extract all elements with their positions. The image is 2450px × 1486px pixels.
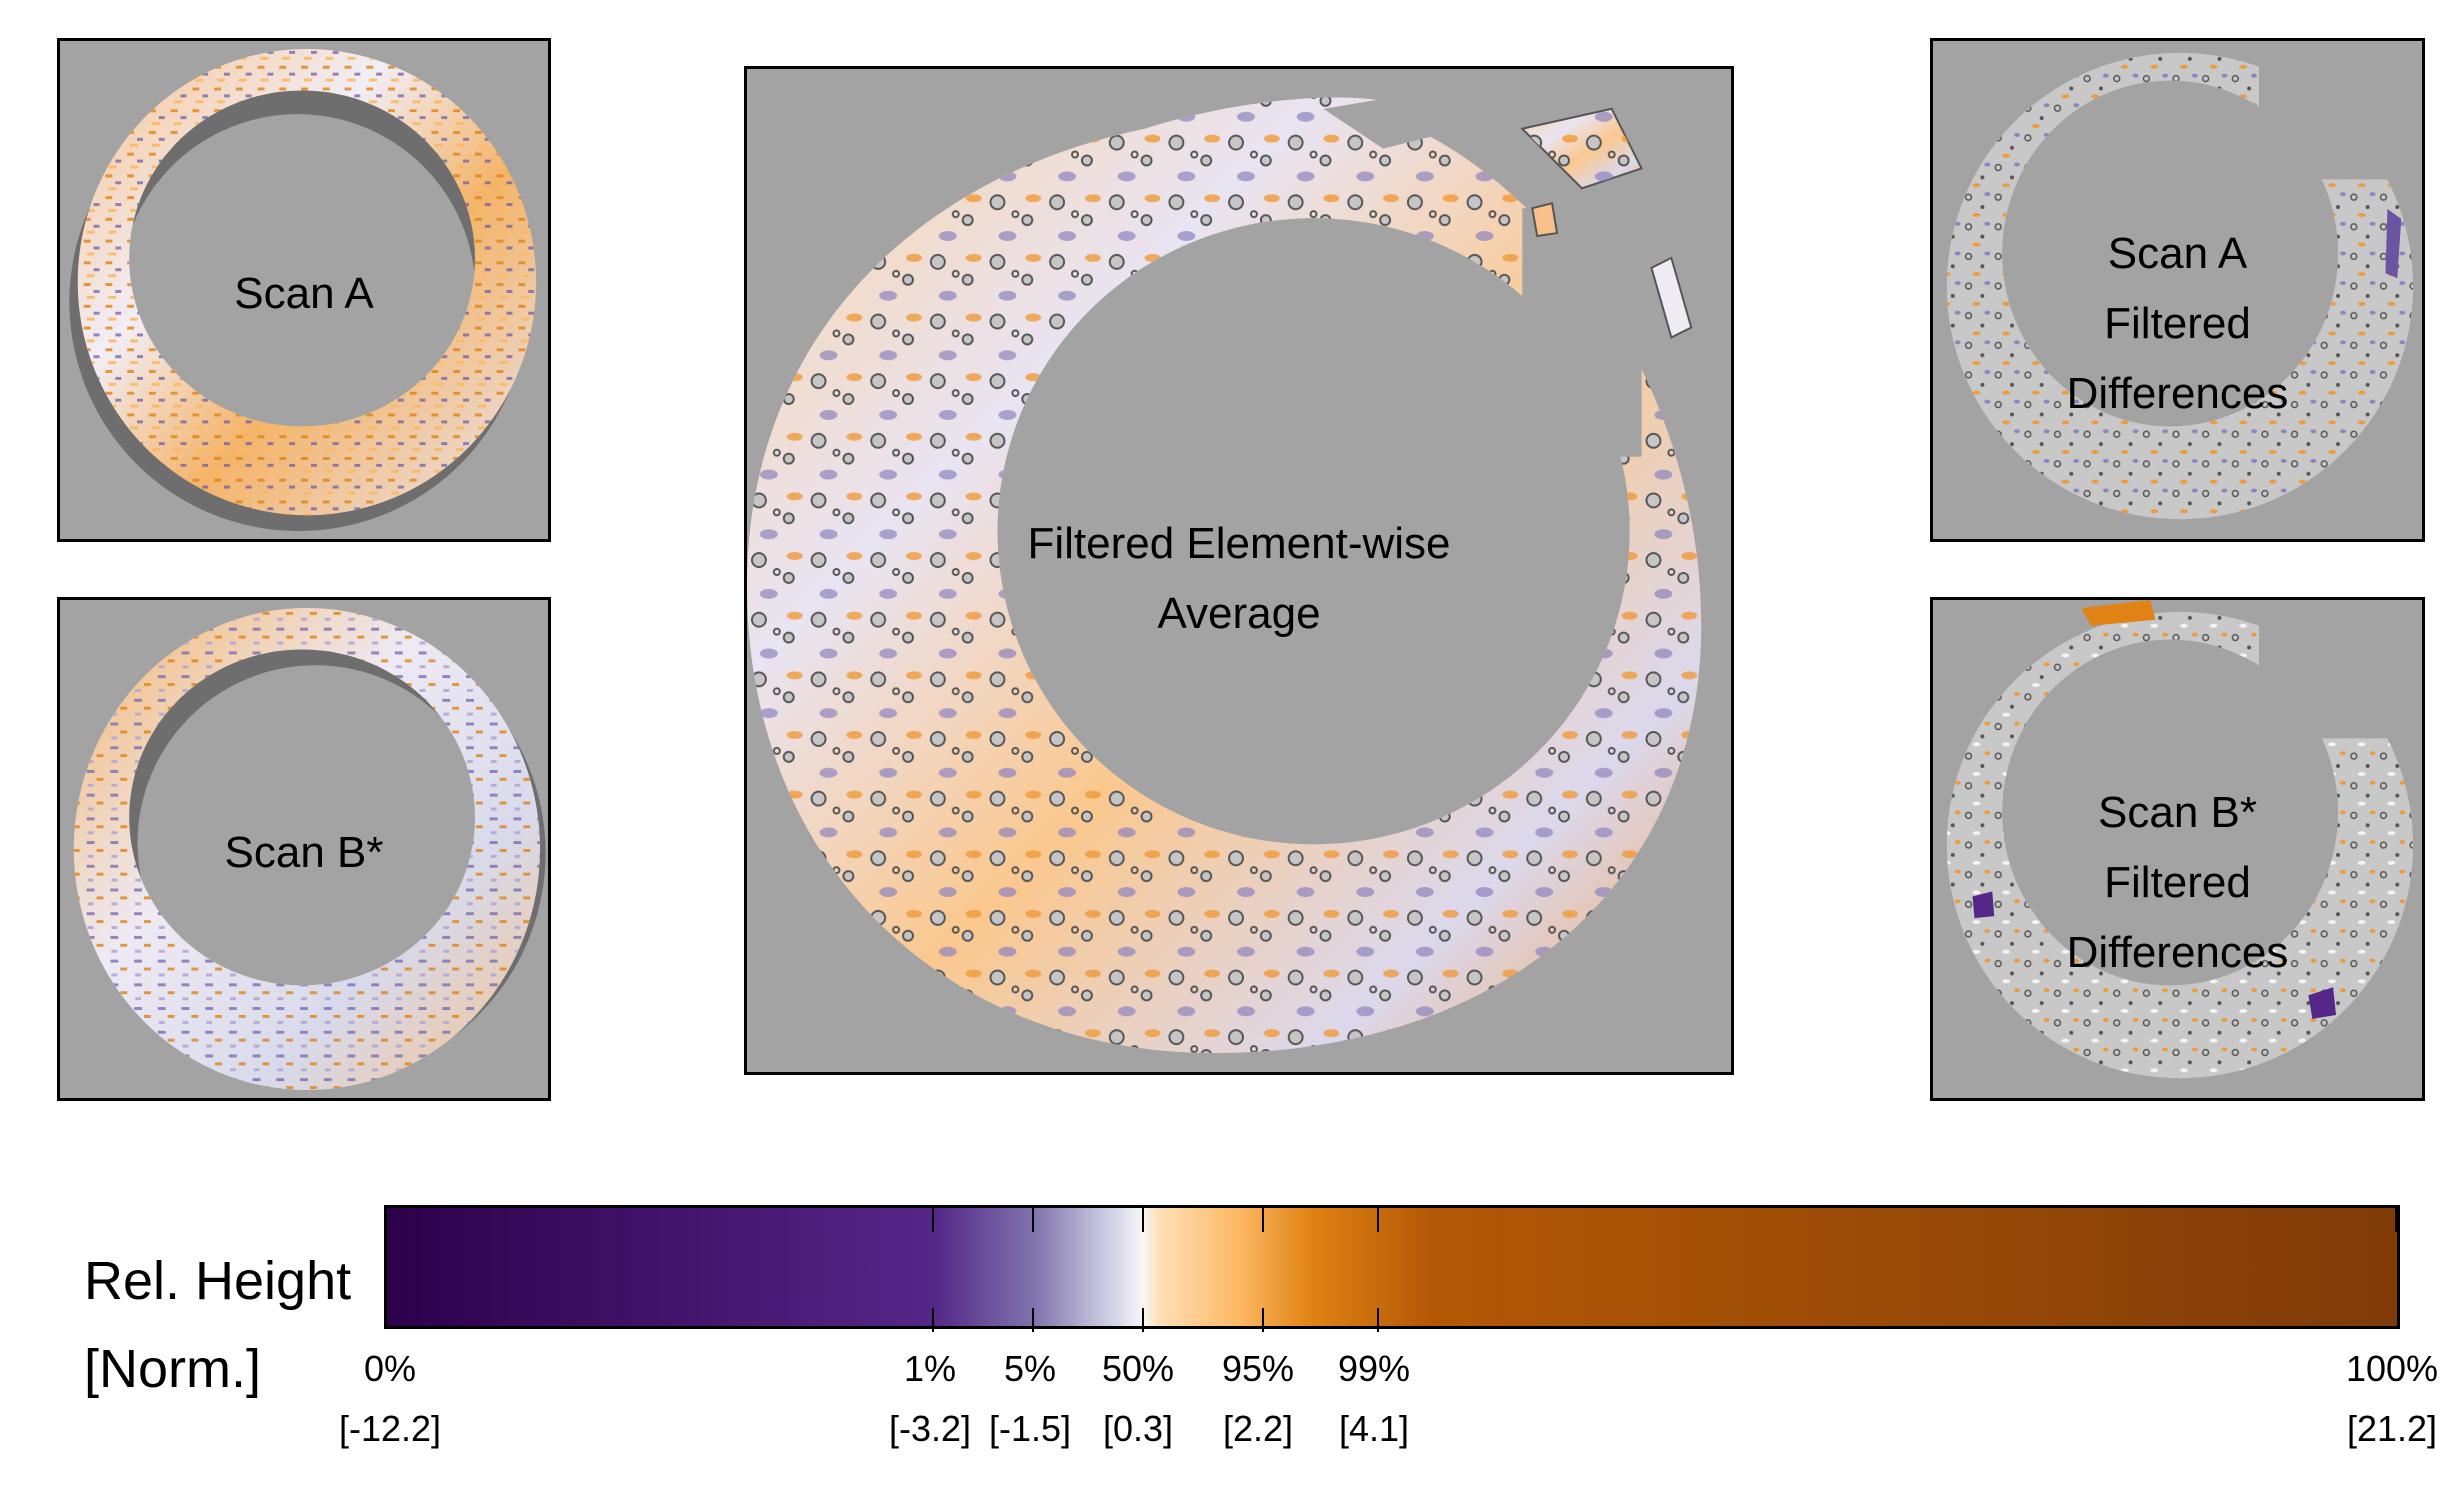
scan-a-surface: [69, 41, 537, 532]
diff-a-label: Scan A Filtered Differences: [2066, 229, 2289, 418]
diff-a-surface: [1946, 41, 2422, 520]
colorbar-tick-100: [2395, 1208, 2397, 1232]
diff-b-label: Scan B* Filtered Differences: [2066, 788, 2289, 977]
colorbar-tick-50: [1142, 1208, 1144, 1232]
scan-b-label: Scan B*: [224, 828, 384, 877]
tick-value-100: [21.2]: [2346, 1408, 2438, 1449]
tick-value-5: [-1.5]: [988, 1408, 1072, 1449]
scan-a-panel: Scan A: [57, 38, 551, 542]
average-label: Filtered Element-wise Average: [1027, 519, 1451, 638]
tick-percent-95: 95%: [1221, 1348, 1295, 1389]
colorbar-tick-1: [932, 1208, 934, 1232]
diff-a-panel: Scan A Filtered Differences: [1930, 38, 2425, 542]
average-surface: [747, 88, 1702, 1054]
tick-percent-0: 0%: [363, 1348, 417, 1389]
tick-percent-100: 100%: [2345, 1348, 2439, 1389]
scan-b-surface: [73, 600, 546, 1091]
colorbar-tick-95-bottom: [1262, 1308, 1264, 1332]
colorbar: [384, 1205, 2400, 1332]
diff-b-surface: [1946, 600, 2422, 1079]
colorbar-tick-5: [1032, 1208, 1034, 1232]
colorbar-label-line1: Rel. Height: [84, 1251, 352, 1311]
colorbar-tick-50-bottom: [1142, 1308, 1144, 1332]
average-panel: Filtered Element-wise Average: [744, 66, 1734, 1075]
colorbar-tick-5-bottom: [1032, 1308, 1034, 1332]
scan-b-panel: Scan B*: [57, 597, 551, 1101]
diff-b-panel: Scan B* Filtered Differences: [1930, 597, 2425, 1101]
tick-percent-1: 1%: [903, 1348, 957, 1389]
tick-value-95: [2.2]: [1222, 1408, 1294, 1449]
colorbar-tick-99: [1377, 1208, 1379, 1232]
colorbar-label-line2: [Norm.]: [84, 1339, 262, 1399]
colorbar-tick-99-bottom: [1377, 1308, 1379, 1332]
tick-value-50: [0.3]: [1102, 1408, 1174, 1449]
colorbar-tick-95: [1262, 1208, 1264, 1232]
tick-percent-5: 5%: [1003, 1348, 1057, 1389]
tick-value-99: [4.1]: [1338, 1408, 1410, 1449]
tick-value-0: [-12.2]: [338, 1408, 442, 1449]
scan-a-label: Scan A: [234, 269, 374, 318]
tick-value-1: [-3.2]: [888, 1408, 972, 1449]
tick-percent-50: 50%: [1101, 1348, 1175, 1389]
tick-percent-99: 99%: [1337, 1348, 1411, 1389]
colorbar-tick-1-bottom: [932, 1308, 934, 1332]
